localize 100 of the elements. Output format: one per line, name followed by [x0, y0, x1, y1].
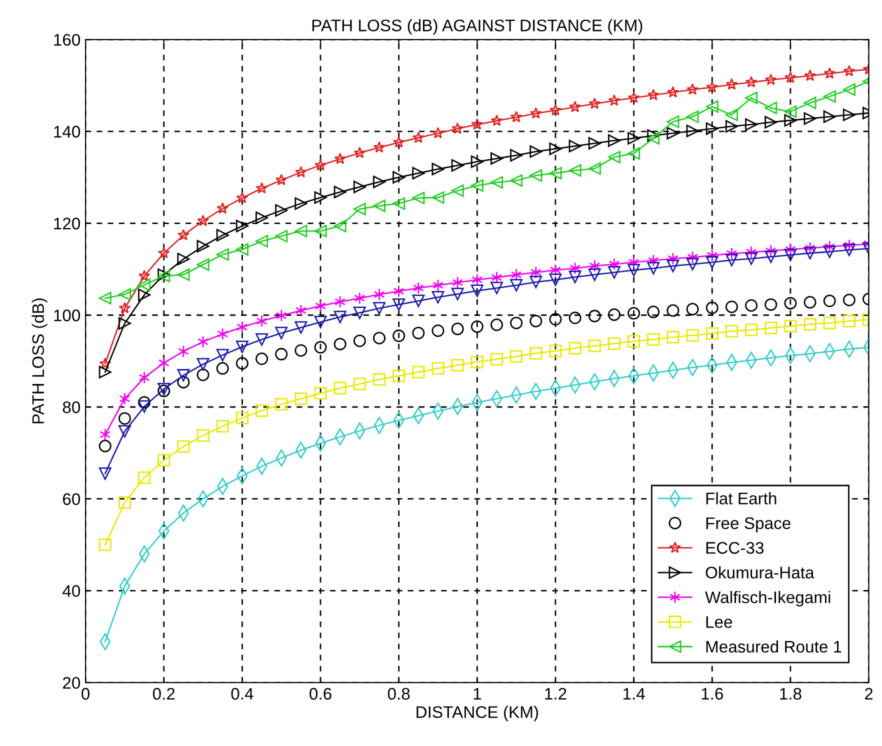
- point: [392, 330, 406, 342]
- point: [686, 110, 699, 123]
- point: [842, 83, 856, 96]
- point: [490, 282, 503, 294]
- point: [569, 100, 582, 112]
- point: [510, 279, 523, 292]
- point: [686, 258, 699, 270]
- x-tick-label: 0.2: [152, 688, 175, 700]
- point: [276, 309, 287, 322]
- point: [804, 242, 816, 254]
- point: [784, 71, 796, 83]
- point: [294, 166, 307, 178]
- point: [530, 314, 542, 328]
- legend-label: ECC-33: [706, 542, 764, 554]
- point: [314, 191, 327, 204]
- point: [804, 112, 816, 125]
- point: [530, 169, 542, 182]
- point: [353, 334, 366, 348]
- point: [628, 335, 640, 348]
- point: [726, 247, 738, 260]
- point: [196, 358, 210, 371]
- y-axis-title: PATH LOSS (dB): [32, 298, 48, 424]
- point: [196, 240, 210, 252]
- point: [451, 159, 464, 172]
- point: [823, 294, 836, 308]
- point: [588, 98, 601, 110]
- point: [138, 270, 150, 282]
- point: [118, 288, 131, 301]
- point: [530, 347, 542, 360]
- point: [98, 366, 112, 378]
- point: [510, 268, 522, 281]
- x-tick-label: 1.8: [780, 688, 802, 700]
- point: [256, 314, 268, 328]
- point: [392, 370, 406, 382]
- point: [842, 294, 856, 306]
- legend-label: Okumura-Hata: [706, 566, 814, 579]
- point: [334, 338, 346, 350]
- point: [568, 140, 582, 152]
- point: [138, 278, 151, 292]
- point: [804, 246, 816, 260]
- point: [745, 324, 758, 336]
- point: [608, 150, 620, 164]
- y-tick-label: 40: [62, 585, 80, 597]
- point: [353, 202, 366, 216]
- point: [196, 368, 210, 382]
- point: [256, 352, 268, 366]
- point: [314, 341, 327, 354]
- point: [824, 67, 836, 79]
- point: [353, 180, 366, 194]
- point: [666, 304, 680, 317]
- point: [784, 296, 797, 310]
- point: [470, 284, 484, 298]
- point: [530, 145, 542, 158]
- point: [628, 92, 640, 104]
- point: [216, 362, 229, 375]
- point: [432, 290, 444, 304]
- point: [490, 114, 503, 126]
- point: [334, 220, 346, 232]
- point: [647, 129, 660, 142]
- point: [294, 197, 308, 210]
- point: [784, 114, 797, 127]
- point: [451, 322, 464, 336]
- point: [530, 107, 542, 119]
- point: [746, 246, 757, 258]
- point: [628, 132, 640, 145]
- point: [412, 192, 425, 204]
- point: [451, 184, 464, 197]
- point: [275, 174, 288, 186]
- point: [628, 147, 640, 160]
- point: [470, 356, 484, 368]
- point: [470, 320, 484, 333]
- point: [550, 104, 562, 116]
- point: [392, 298, 406, 311]
- point: [334, 152, 346, 164]
- point: [354, 146, 366, 158]
- x-tick-label: 0.4: [231, 688, 254, 700]
- point: [118, 317, 131, 330]
- point: [510, 110, 522, 122]
- point: [725, 254, 738, 266]
- point: [842, 314, 856, 328]
- point: [490, 176, 503, 189]
- y-tick-label: 120: [54, 218, 80, 230]
- point: [530, 276, 542, 288]
- point: [823, 245, 836, 258]
- point: [178, 345, 189, 358]
- point: [412, 282, 424, 294]
- point: [256, 333, 268, 346]
- point: [824, 240, 836, 253]
- point: [314, 159, 326, 171]
- point: [686, 83, 699, 95]
- point: [608, 266, 620, 279]
- point: [784, 243, 796, 256]
- point: [706, 302, 718, 314]
- point: [236, 357, 248, 370]
- point: [647, 88, 660, 100]
- point: [138, 400, 151, 413]
- point: [177, 268, 190, 281]
- point: [294, 392, 308, 405]
- point: [393, 284, 404, 298]
- point: [217, 328, 228, 340]
